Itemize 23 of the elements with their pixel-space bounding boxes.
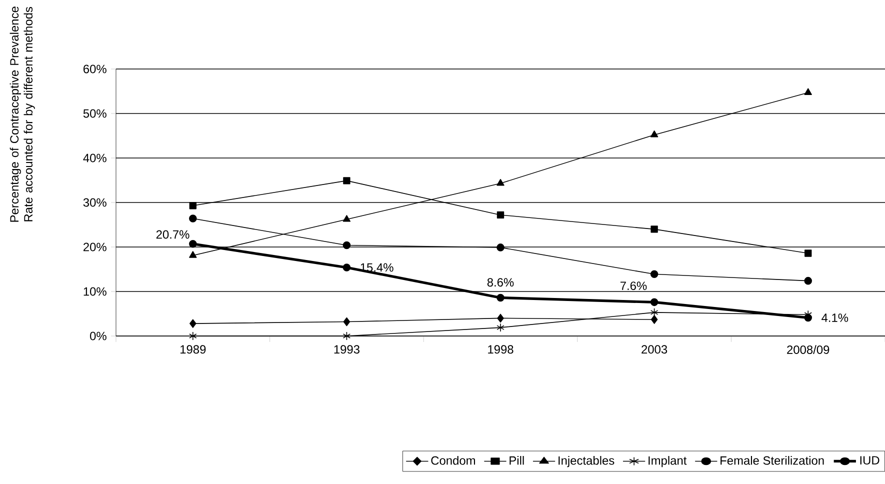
legend-label: Female Sterilization [720, 456, 824, 465]
y-tick-label: 10% [84, 287, 106, 296]
y-axis-title: Percentage of Contraceptive Prevalence Rate accounted for by different methods [10, 6, 35, 222]
data-label: 4.1% [822, 314, 848, 322]
y-tick-label: 20% [84, 242, 106, 252]
y-tick-label: 40% [83, 154, 106, 162]
x-tick-label: 1989 [180, 345, 206, 354]
y-tick-label: 60% [84, 64, 106, 74]
legend-label: Injectables [558, 456, 614, 468]
data-label: 8.6% [487, 278, 514, 287]
x-tick-label: 2008/09 [787, 345, 830, 354]
y-tick-label: 30% [83, 198, 106, 207]
x-tick-label: 1998 [488, 345, 514, 354]
legend-label: IUD [860, 456, 880, 465]
legend-label: Pill [510, 456, 524, 465]
data-label: 20.7% [156, 230, 190, 239]
legend-label: Condom [431, 456, 476, 465]
y-tick-label: 0% [90, 332, 106, 340]
y-tick-label: 50% [83, 109, 106, 118]
data-label: 7.6% [620, 282, 647, 290]
x-tick-label: 1993 [334, 345, 360, 354]
x-tick-label: 2003 [642, 345, 668, 354]
legend-label: Implant [648, 456, 687, 468]
